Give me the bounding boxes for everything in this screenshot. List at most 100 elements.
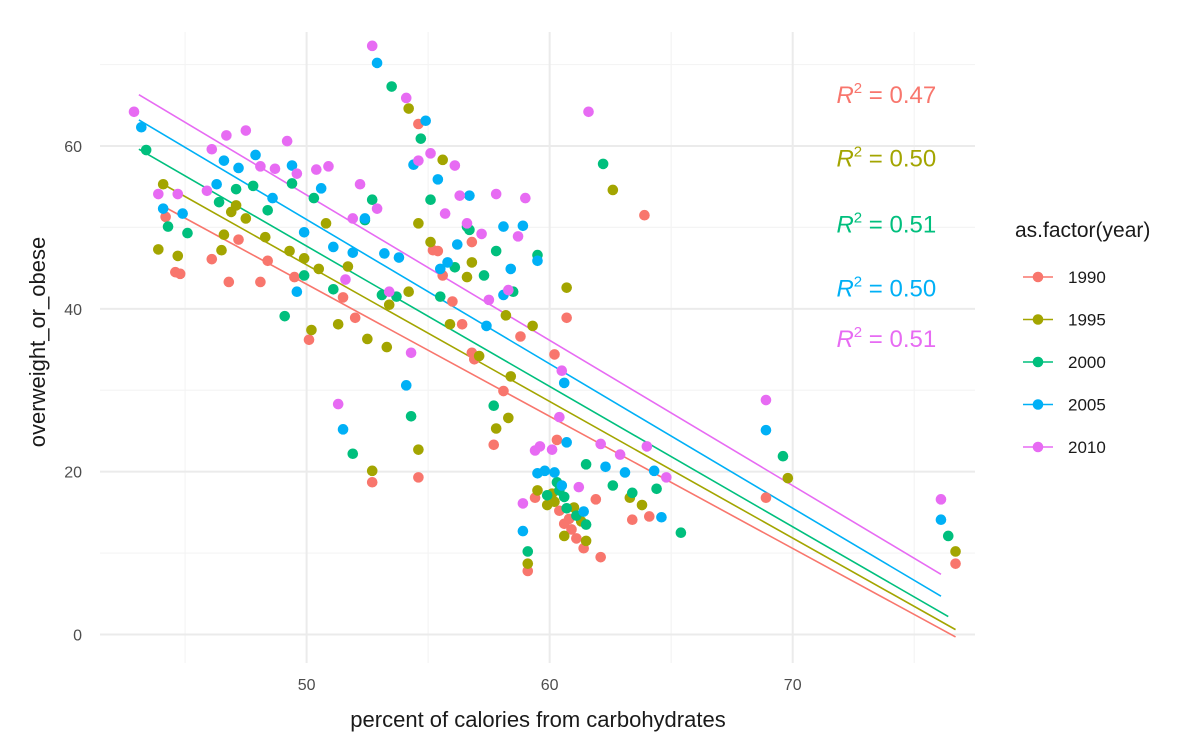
point-2000 <box>597 158 609 170</box>
fit-line-2010 <box>138 94 942 575</box>
point-1995 <box>950 546 961 557</box>
point-2000 <box>580 519 592 530</box>
legend-key-point <box>1032 399 1044 410</box>
legend-label: 2005 <box>1068 396 1106 415</box>
point-2000 <box>386 81 397 92</box>
point-1990 <box>160 211 171 223</box>
point-2010 <box>461 218 473 229</box>
point-2005 <box>267 192 278 204</box>
point-2010 <box>449 160 461 171</box>
point-2010 <box>221 130 232 141</box>
data-points <box>128 40 961 577</box>
point-2010 <box>517 498 529 509</box>
point-1995 <box>157 178 169 190</box>
point-2005 <box>549 467 560 478</box>
point-2000 <box>488 400 500 412</box>
point-2005 <box>177 208 188 219</box>
point-2005 <box>539 465 551 477</box>
legend-label: 2010 <box>1068 438 1106 457</box>
point-1990 <box>413 472 424 483</box>
point-2000 <box>541 489 553 501</box>
point-1995 <box>444 318 456 330</box>
point-2005 <box>556 480 568 491</box>
point-2005 <box>291 286 303 298</box>
point-2010 <box>556 365 568 377</box>
y-tick-label: 60 <box>64 139 82 156</box>
point-1995 <box>527 320 538 332</box>
point-2005 <box>286 160 298 171</box>
point-1990 <box>262 255 274 267</box>
point-2010 <box>760 394 772 406</box>
point-2010 <box>201 185 213 197</box>
point-1995 <box>230 200 242 211</box>
point-1990 <box>498 385 509 397</box>
point-2000 <box>308 192 320 204</box>
point-1995 <box>320 218 332 229</box>
point-2000 <box>490 245 502 257</box>
point-2005 <box>656 511 667 523</box>
point-2010 <box>153 188 164 200</box>
point-2000 <box>213 196 225 208</box>
point-2000 <box>230 183 242 195</box>
point-1995 <box>532 485 543 496</box>
point-1995 <box>558 530 570 542</box>
point-2005 <box>498 221 509 232</box>
point-1995 <box>403 286 414 298</box>
point-1990 <box>456 318 468 330</box>
point-2010 <box>661 472 672 483</box>
point-1990 <box>337 292 349 303</box>
point-1995 <box>362 333 373 345</box>
point-2005 <box>558 377 570 389</box>
point-1995 <box>313 263 325 275</box>
point-1995 <box>607 184 619 196</box>
point-2005 <box>347 247 359 258</box>
point-1990 <box>349 312 361 324</box>
r-squared-label-2000: R2 = 0.51 <box>836 209 936 238</box>
point-2010 <box>454 190 466 201</box>
point-2010 <box>546 444 558 455</box>
point-2005 <box>337 424 349 435</box>
point-2005 <box>371 57 383 69</box>
point-2010 <box>400 92 412 104</box>
x-tick-label: 60 <box>541 677 559 694</box>
point-2000 <box>478 270 490 281</box>
point-2010 <box>332 398 344 410</box>
point-1995 <box>381 341 393 353</box>
point-2000 <box>626 487 638 499</box>
point-2000 <box>607 480 619 491</box>
point-1995 <box>561 282 572 293</box>
point-1990 <box>432 245 444 257</box>
point-1990 <box>289 271 300 283</box>
point-2010 <box>520 192 531 204</box>
point-2010 <box>366 40 378 52</box>
point-2010 <box>240 125 252 136</box>
point-2005 <box>619 467 631 478</box>
point-2005 <box>517 220 529 232</box>
point-2010 <box>354 178 366 190</box>
point-2000 <box>347 448 359 460</box>
fit-line-2000 <box>138 148 949 618</box>
point-2005 <box>464 190 475 201</box>
point-1990 <box>639 209 650 221</box>
point-2000 <box>182 227 193 239</box>
point-2010 <box>512 231 524 242</box>
point-2010 <box>128 106 140 118</box>
point-2000 <box>279 310 291 322</box>
point-2000 <box>415 133 427 144</box>
point-1990 <box>233 234 244 245</box>
point-1995 <box>240 213 252 224</box>
point-2010 <box>340 274 351 285</box>
r-squared-label-2005: R2 = 0.50 <box>836 274 936 303</box>
point-2000 <box>942 530 954 542</box>
point-2005 <box>298 226 310 238</box>
legend-item-2000: 2000 <box>1023 353 1106 372</box>
point-1990 <box>366 476 378 488</box>
point-2010 <box>347 213 359 224</box>
point-2010 <box>371 203 383 214</box>
point-1995 <box>636 499 648 511</box>
point-2010 <box>172 188 184 200</box>
point-1995 <box>172 250 184 262</box>
point-2005 <box>420 115 431 127</box>
point-1995 <box>413 218 424 229</box>
